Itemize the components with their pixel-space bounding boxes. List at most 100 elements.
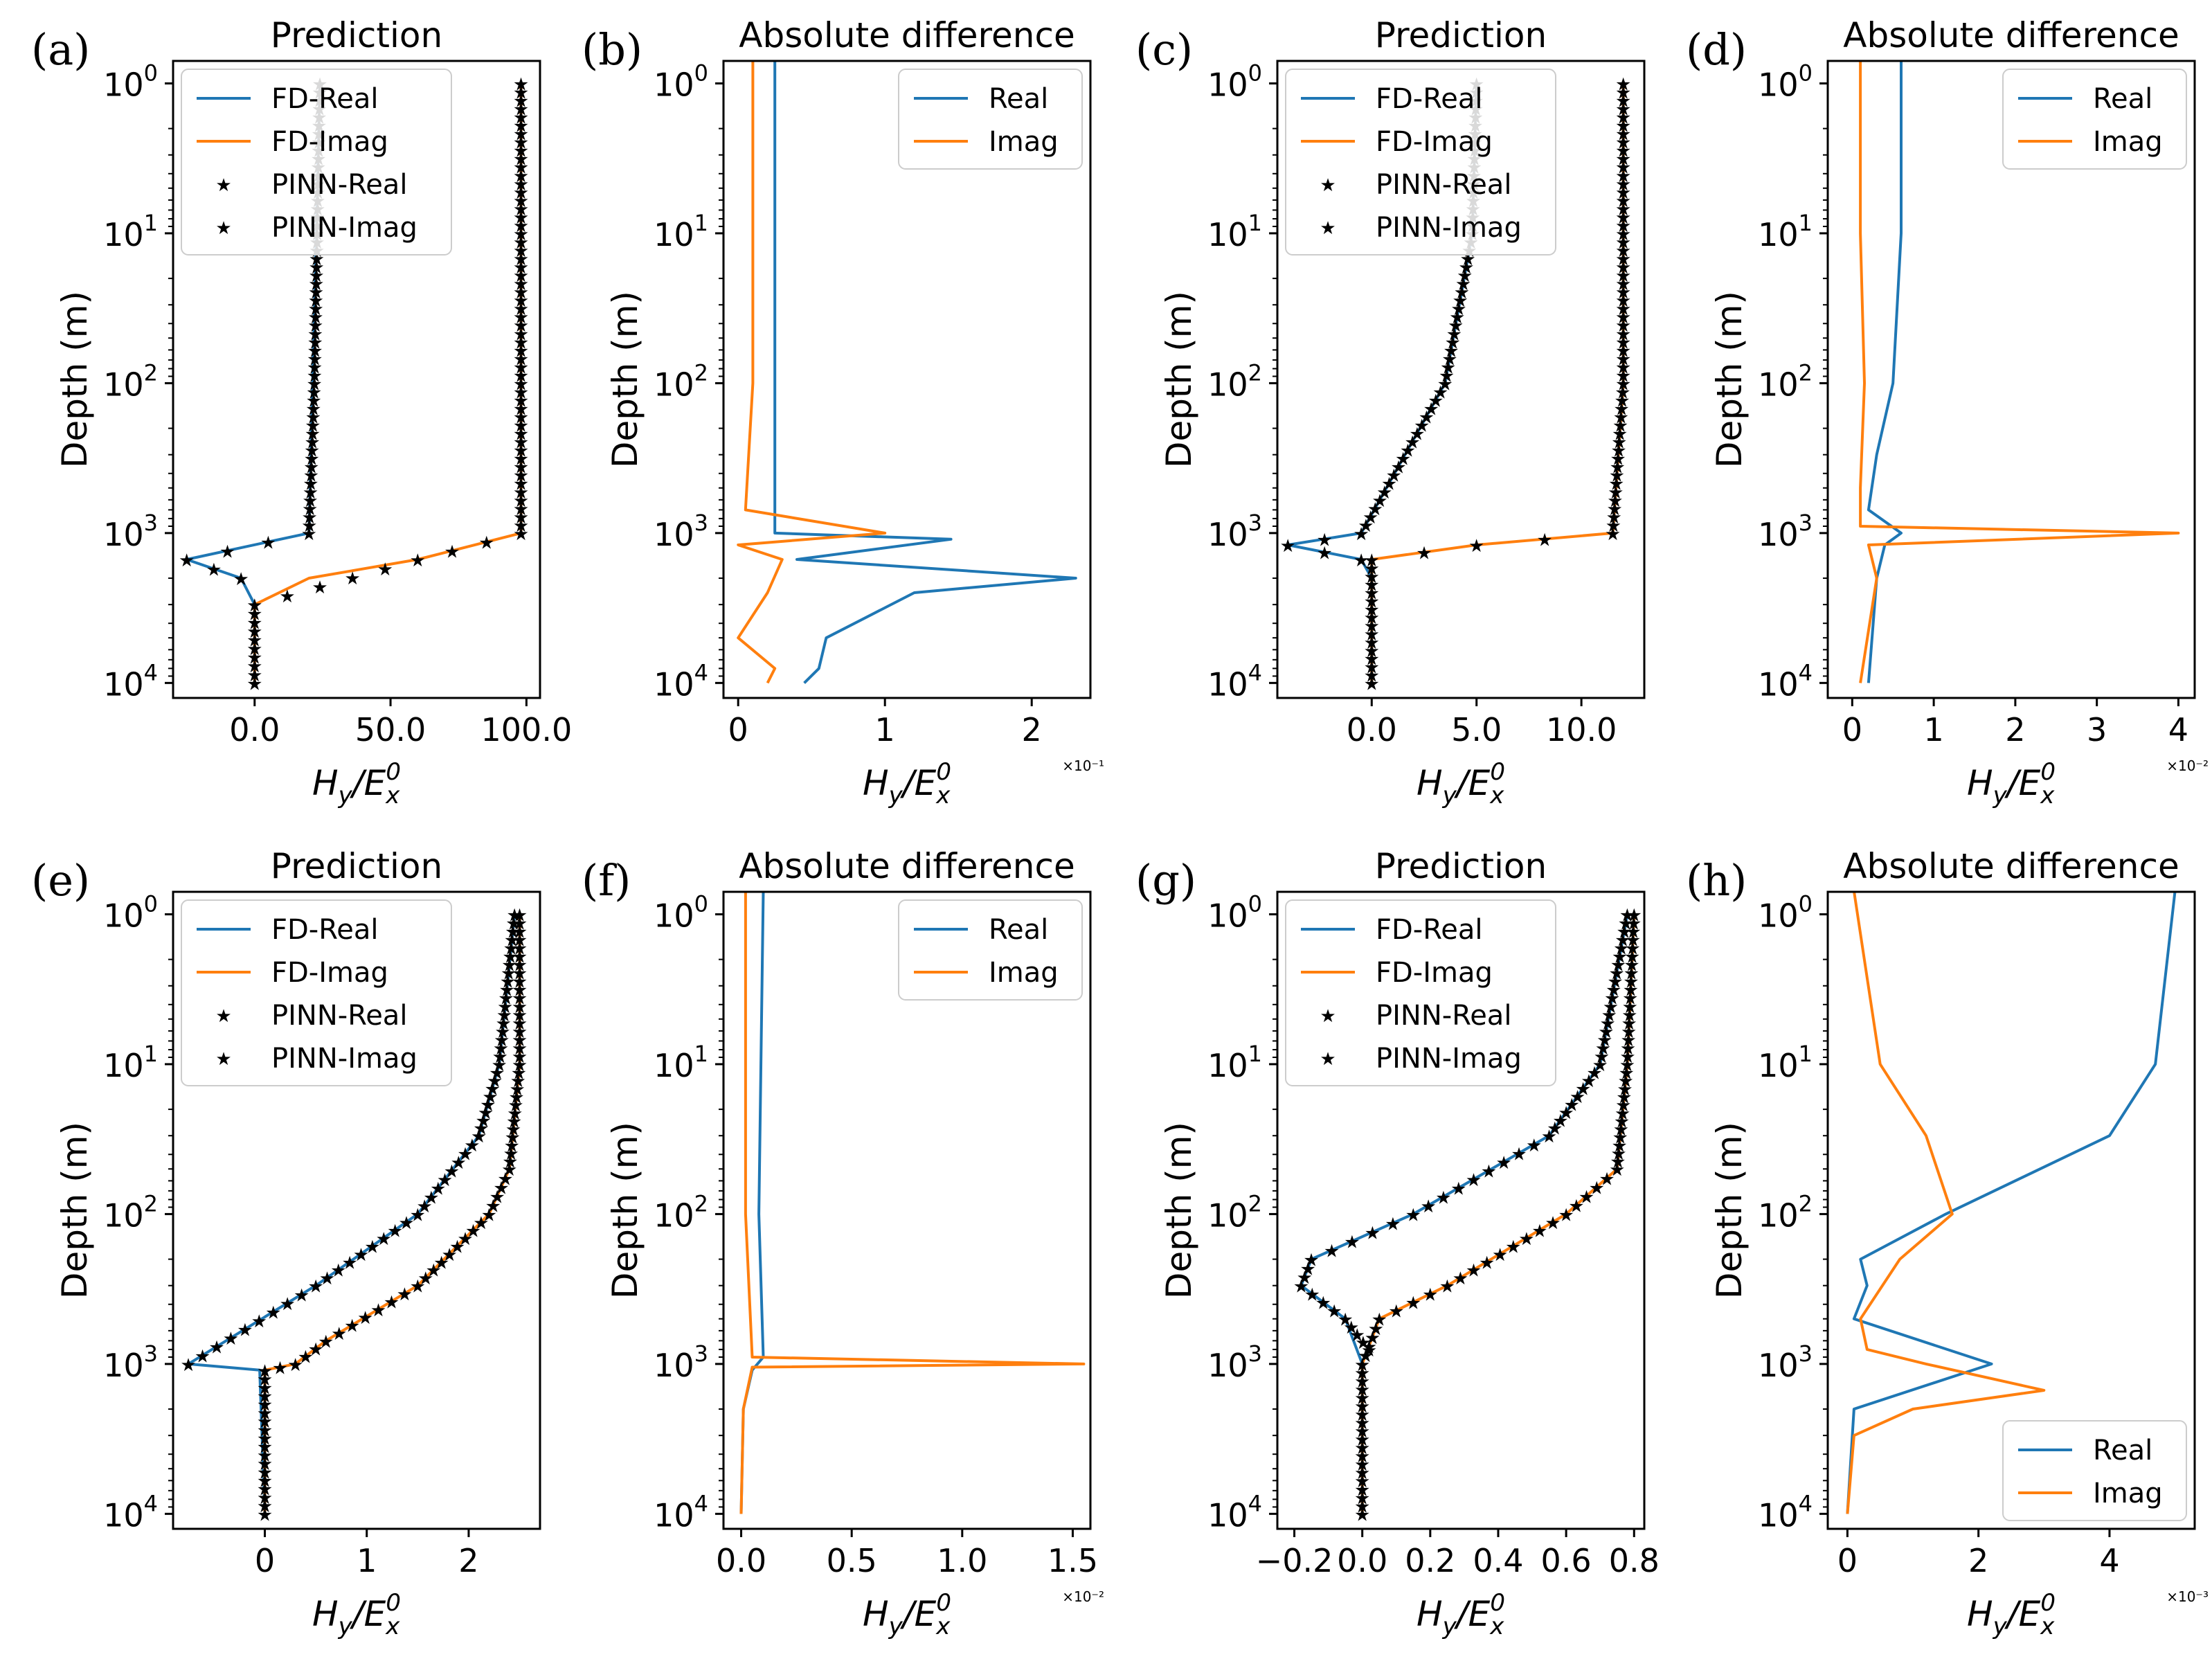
y-axis-label: Depth (m) bbox=[1709, 1122, 1750, 1299]
series-marker-pinn-imag: ★ bbox=[506, 1111, 522, 1132]
series-marker-pinn-real: ★ bbox=[487, 1071, 503, 1092]
panel-h: (h) Absolute difference Depth (m) 100 101 102… bbox=[1686, 846, 2209, 1640]
series-marker-pinn-imag: ★ bbox=[1358, 1346, 1374, 1367]
series-marker-pinn-imag: ★ bbox=[1615, 74, 1631, 95]
series-marker-pinn-imag: ★ bbox=[1364, 625, 1380, 645]
series-marker-pinn-imag: ★ bbox=[513, 208, 529, 228]
series-marker-pinn-imag: ★ bbox=[287, 1355, 303, 1376]
legend-entry: FD-Real bbox=[271, 83, 378, 115]
series-marker-pinn-real: ★ bbox=[265, 1302, 281, 1323]
series-marker-pinn-real: ★ bbox=[498, 980, 514, 1001]
series-marker-pinn-real: ★ bbox=[1405, 1205, 1421, 1226]
y-tick-label: 104 bbox=[1207, 1490, 1262, 1534]
series-marker-pinn-real: ★ bbox=[1619, 905, 1635, 926]
series-marker-pinn-imag: ★ bbox=[1579, 1187, 1594, 1208]
series-marker-pinn-imag: ★ bbox=[1619, 1055, 1635, 1076]
series-marker-pinn-imag: ★ bbox=[1610, 1152, 1626, 1173]
series-marker-pinn-imag: ★ bbox=[1354, 1372, 1370, 1392]
y-tick-label: 100 bbox=[1758, 60, 1813, 103]
series-marker-pinn-imag: ★ bbox=[1615, 133, 1631, 154]
axes-frame bbox=[1826, 60, 2196, 699]
series-marker-pinn-imag: ★ bbox=[357, 1308, 373, 1329]
series-marker-pinn-real: ★ bbox=[1511, 1144, 1527, 1165]
series-marker-pinn-real: ★ bbox=[1443, 341, 1459, 361]
series-marker-pinn-imag: ★ bbox=[257, 1462, 273, 1483]
legend-box bbox=[2002, 1420, 2187, 1521]
series-marker-pinn-real: ★ bbox=[376, 1229, 392, 1250]
series-marker-pinn-imag: ★ bbox=[473, 1213, 489, 1234]
y-tick-label: 100 bbox=[103, 60, 158, 103]
x-tick-label: 1 bbox=[1923, 711, 1943, 748]
series-marker-pinn-imag: ★ bbox=[384, 1292, 399, 1313]
series-marker-pinn-real: ★ bbox=[237, 1320, 253, 1341]
series-marker-pinn-imag: ★ bbox=[1354, 1405, 1370, 1426]
x-tick-label: 100.0 bbox=[481, 711, 573, 748]
y-tick-label: 104 bbox=[103, 659, 158, 703]
series-marker-pinn-imag: ★ bbox=[1623, 972, 1639, 993]
x-tick-label: −0.2 bbox=[1256, 1542, 1333, 1579]
legend-box bbox=[1285, 899, 1556, 1086]
series-marker-pinn-imag: ★ bbox=[457, 1229, 473, 1250]
series-marker-pinn-imag: ★ bbox=[513, 283, 529, 303]
series-marker-pinn-imag: ★ bbox=[417, 1268, 433, 1289]
series-marker-pinn-imag: ★ bbox=[1354, 1380, 1370, 1401]
series-marker-pinn-imag: ★ bbox=[513, 357, 529, 378]
series-marker-pinn-imag: ★ bbox=[1615, 125, 1631, 145]
series-marker-pinn-imag: ★ bbox=[1615, 208, 1631, 228]
legend-box bbox=[181, 69, 452, 255]
y-axis-label: Depth (m) bbox=[1709, 291, 1750, 468]
series-marker-pinn-real: ★ bbox=[1355, 1333, 1371, 1354]
series-marker-pinn-real: ★ bbox=[1603, 997, 1619, 1018]
x-tick-label: 50.0 bbox=[355, 711, 426, 748]
series-marker-pinn-imag: ★ bbox=[1615, 1095, 1631, 1116]
series-line-fd-imag bbox=[253, 83, 523, 683]
legend-entry: Real bbox=[989, 914, 1048, 946]
series-marker-pinn-real: ★ bbox=[1439, 366, 1455, 386]
series-marker-pinn-real: ★ bbox=[305, 416, 321, 437]
series-marker-pinn-imag: ★ bbox=[513, 374, 529, 395]
series-marker-pinn-imag: ★ bbox=[511, 1064, 527, 1084]
legend-swatch-marker: ★ bbox=[1320, 1049, 1336, 1070]
y-tick-label: 102 bbox=[103, 1190, 158, 1234]
series-marker-pinn-imag: ★ bbox=[1626, 913, 1642, 934]
x-tick-label: 0.8 bbox=[1609, 1542, 1660, 1579]
series-marker-pinn-imag: ★ bbox=[1405, 1293, 1421, 1314]
series-marker-pinn-real: ★ bbox=[507, 905, 523, 926]
series-marker-pinn-imag: ★ bbox=[1364, 600, 1380, 620]
x-tick-label: 1.0 bbox=[937, 1542, 987, 1579]
legend-entry: PINN-Imag bbox=[271, 212, 417, 244]
series-marker-pinn-imag: ★ bbox=[1615, 191, 1631, 212]
y-tick-label: 100 bbox=[654, 60, 708, 103]
axes-frame bbox=[722, 890, 1092, 1530]
series-marker-pinn-real: ★ bbox=[302, 508, 318, 528]
series-marker-pinn-real: ★ bbox=[304, 441, 320, 462]
series-marker-pinn-imag: ★ bbox=[1606, 516, 1621, 537]
series-marker-pinn-real: ★ bbox=[1353, 524, 1369, 545]
series-marker-pinn-imag: ★ bbox=[1364, 633, 1380, 654]
series-marker-pinn-imag: ★ bbox=[513, 82, 529, 103]
y-tick-label: 102 bbox=[654, 359, 708, 403]
series-marker-pinn-imag: ★ bbox=[1624, 956, 1639, 976]
series-marker-pinn-imag: ★ bbox=[257, 1412, 273, 1433]
series-marker-pinn-real: ★ bbox=[319, 1268, 335, 1289]
series-marker-pinn-imag: ★ bbox=[1453, 1268, 1468, 1289]
series-marker-pinn-real: ★ bbox=[482, 1087, 498, 1108]
series-marker-pinn-imag: ★ bbox=[513, 274, 529, 295]
series-marker-pinn-imag: ★ bbox=[512, 905, 528, 926]
series-marker-pinn-imag: ★ bbox=[1606, 499, 1622, 520]
series-marker-pinn-real: ★ bbox=[1324, 1241, 1340, 1262]
series-marker-pinn-real: ★ bbox=[330, 1261, 346, 1282]
series-marker-pinn-imag: ★ bbox=[1615, 316, 1631, 337]
series-marker-pinn-imag: ★ bbox=[1354, 1488, 1370, 1509]
series-marker-pinn-imag: ★ bbox=[1364, 584, 1380, 604]
legend-swatch-marker: ★ bbox=[1320, 1006, 1336, 1027]
x-tick-label: 0.2 bbox=[1405, 1542, 1455, 1579]
series-marker-pinn-imag: ★ bbox=[513, 324, 529, 345]
series-marker-pinn-real: ★ bbox=[1609, 964, 1625, 985]
series-marker-pinn-imag: ★ bbox=[257, 1361, 273, 1382]
x-tick-label: 0.4 bbox=[1473, 1542, 1523, 1579]
series-marker-pinn-real: ★ bbox=[1450, 1179, 1466, 1200]
series-marker-pinn-imag: ★ bbox=[433, 1253, 449, 1273]
series-marker-pinn-imag: ★ bbox=[513, 100, 529, 120]
